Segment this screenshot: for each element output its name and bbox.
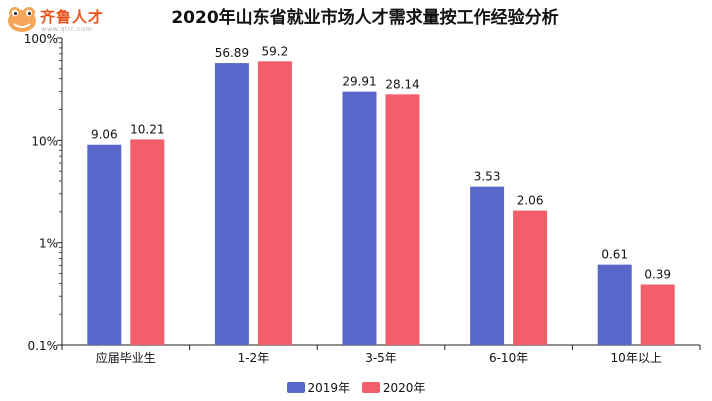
chart-title: 2020年山东省就业市场人才需求量按工作经验分析 [171,8,559,28]
y-tick-label: 100% [24,32,58,46]
data-label: 56.89 [215,46,249,60]
bar-2020 [640,284,675,345]
frog-logo-icon [8,7,36,32]
logo-url-text: www.qlrc.com [41,25,93,33]
x-tick-label: 6-10年 [489,351,528,365]
y-tick-label: 0.1% [28,339,59,353]
data-label: 3.53 [474,170,501,184]
bar-2020 [385,94,420,345]
data-label: 2.06 [517,194,544,208]
bar-2019 [470,186,505,345]
bar-2019 [214,63,249,345]
bar-2020 [513,210,548,345]
legend-label-2020: 2020年 [382,381,426,395]
data-label: 10.21 [130,122,164,136]
legend-label-2019: 2019年 [307,381,351,395]
y-tick-label: 1% [39,237,58,251]
legend-item-2019[interactable]: 2019年 [286,379,351,396]
legend-swatch-2020 [361,382,380,393]
legend: 2019年 2020年 [0,379,712,396]
bar-2019 [87,144,122,345]
logo-brand-text: 齐鲁人才 [40,8,105,26]
x-tick-label: 3-5年 [365,351,397,365]
legend-item-2020[interactable]: 2020年 [361,379,426,396]
logo: 齐鲁人才 www.qlrc.com [6,2,156,36]
bar-2019 [597,264,632,345]
bar-2020 [257,61,292,346]
data-label: 9.06 [91,128,118,142]
bar-2020 [130,139,165,345]
data-label: 29.91 [342,75,376,89]
bar-2019 [342,91,377,346]
data-label: 59.2 [262,44,289,58]
x-tick-label: 1-2年 [238,351,270,365]
y-tick-label: 10% [31,134,58,148]
data-label: 28.14 [385,77,419,91]
x-tick-label: 10年以上 [611,351,662,365]
data-label: 0.39 [644,268,671,282]
x-tick-label: 应届毕业生 [96,350,156,365]
data-label: 0.61 [601,248,628,262]
legend-swatch-2019 [286,382,305,393]
